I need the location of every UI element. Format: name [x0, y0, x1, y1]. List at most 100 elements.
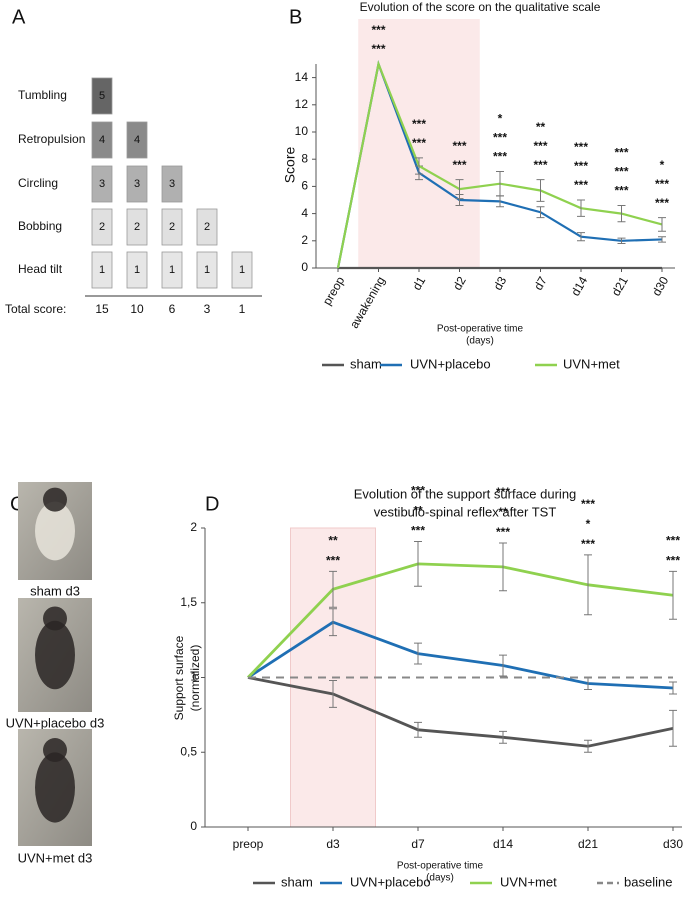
significance-label: *	[660, 158, 665, 172]
legend-label: UVN+met	[563, 356, 620, 371]
legend-label: sham	[350, 356, 382, 371]
significance-label: ***	[574, 140, 588, 154]
block-label: 1	[204, 264, 210, 276]
significance-label: ***	[614, 165, 628, 179]
y-tick-label: 1,5	[180, 595, 197, 609]
chart-title: vestibulo-spinal reflex after TST	[374, 504, 557, 519]
error-bar	[329, 570, 337, 608]
error-bar	[584, 554, 592, 616]
block-label: 4	[134, 134, 140, 146]
significance-label: ***	[493, 150, 507, 164]
significance-label: ***	[574, 159, 588, 173]
block-label: 2	[169, 221, 175, 233]
y-tick-label: 12	[295, 97, 309, 111]
error-bar	[669, 570, 677, 620]
block-label: 3	[134, 178, 140, 190]
total-value: 1	[239, 302, 246, 316]
block-label: 2	[204, 221, 210, 233]
score-block	[126, 121, 148, 159]
block-label: 2	[134, 221, 140, 233]
significance-label: ***	[452, 139, 466, 153]
significance-label: ***	[412, 136, 426, 150]
chart-title: Evolution of the support surface during	[354, 486, 577, 501]
photo-animal	[35, 501, 75, 561]
significance-label: ***	[496, 485, 510, 499]
error-bar	[414, 540, 422, 587]
photo-caption: UVN+met d3	[18, 850, 93, 865]
level-label: Head tilt	[18, 262, 63, 276]
error-bar	[536, 206, 545, 219]
series-line	[247, 620, 674, 690]
y-tick-label: 6	[301, 179, 308, 193]
significance-label: ***	[411, 484, 425, 498]
panel-label: D	[205, 493, 219, 515]
x-tick-label: awakening	[347, 274, 388, 331]
error-bar	[415, 157, 423, 175]
significance-label: *	[586, 517, 591, 531]
photo-caption: sham d3	[30, 583, 80, 598]
error-bar	[499, 730, 507, 744]
score-block	[126, 251, 148, 289]
score-block	[161, 208, 183, 246]
x-axis-label: (days)	[466, 336, 494, 347]
y-tick-label: 2	[301, 233, 308, 247]
x-axis-label: Post-operative time	[437, 324, 524, 335]
y-tick-label: 0	[190, 819, 197, 833]
block-label: 3	[99, 178, 105, 190]
score-block	[161, 165, 183, 203]
total-value: 15	[95, 302, 109, 316]
error-bar	[577, 232, 585, 242]
level-label: Tumbling	[18, 88, 67, 102]
score-block	[91, 165, 113, 203]
error-bar	[577, 199, 585, 217]
score-block	[126, 208, 148, 246]
x-axis-label: Post-operative time	[397, 861, 484, 872]
level-label: Retropulsion	[18, 132, 85, 146]
error-bar	[617, 204, 626, 223]
panel-label: A	[12, 6, 26, 28]
significance-label: ***	[533, 158, 547, 172]
block-label: 1	[239, 264, 245, 276]
error-bar	[329, 679, 337, 708]
total-label: Total score:	[5, 302, 66, 316]
block-label: 3	[169, 178, 175, 190]
significance-label: **	[536, 120, 546, 134]
significance-label: ***	[666, 554, 680, 568]
error-bar	[499, 542, 507, 592]
y-tick-label: 10	[295, 124, 309, 138]
score-block	[231, 251, 253, 289]
x-tick-label: d2	[450, 274, 469, 293]
total-value: 3	[204, 302, 211, 316]
y-tick-label: 0,5	[180, 744, 197, 758]
x-tick-label: preop	[320, 274, 348, 308]
y-tick-label: 1	[190, 670, 197, 684]
score-block	[196, 251, 218, 289]
y-tick-label: 2	[190, 520, 197, 534]
x-tick-label: d30	[663, 837, 683, 851]
error-bar	[414, 721, 422, 738]
error-bar	[617, 237, 626, 245]
y-axis-label: Support surface	[172, 635, 186, 720]
error-bar	[329, 608, 337, 637]
x-tick-label: d3	[326, 837, 340, 851]
x-tick-label: d21	[609, 274, 631, 299]
score-block	[91, 251, 113, 289]
photo-animal	[35, 752, 75, 823]
block-label: 5	[99, 90, 105, 102]
significance-label: ***	[412, 117, 426, 131]
photo-animal	[35, 620, 75, 690]
photo-animal-head	[43, 738, 67, 763]
chart-title: Evolution of the score on the qualitativ…	[360, 0, 601, 14]
y-axis-label: (normalized)	[188, 645, 202, 712]
highlight-band	[358, 19, 480, 268]
x-tick-label: d1	[410, 274, 429, 293]
error-bar	[455, 179, 464, 200]
significance-label: ***	[614, 146, 628, 160]
significance-label: ***	[411, 524, 425, 538]
block-label: 4	[99, 134, 105, 146]
significance-label: **	[498, 505, 508, 519]
error-bar	[658, 217, 666, 232]
score-block	[91, 208, 113, 246]
block-label: 1	[99, 264, 105, 276]
total-value: 6	[169, 302, 176, 316]
